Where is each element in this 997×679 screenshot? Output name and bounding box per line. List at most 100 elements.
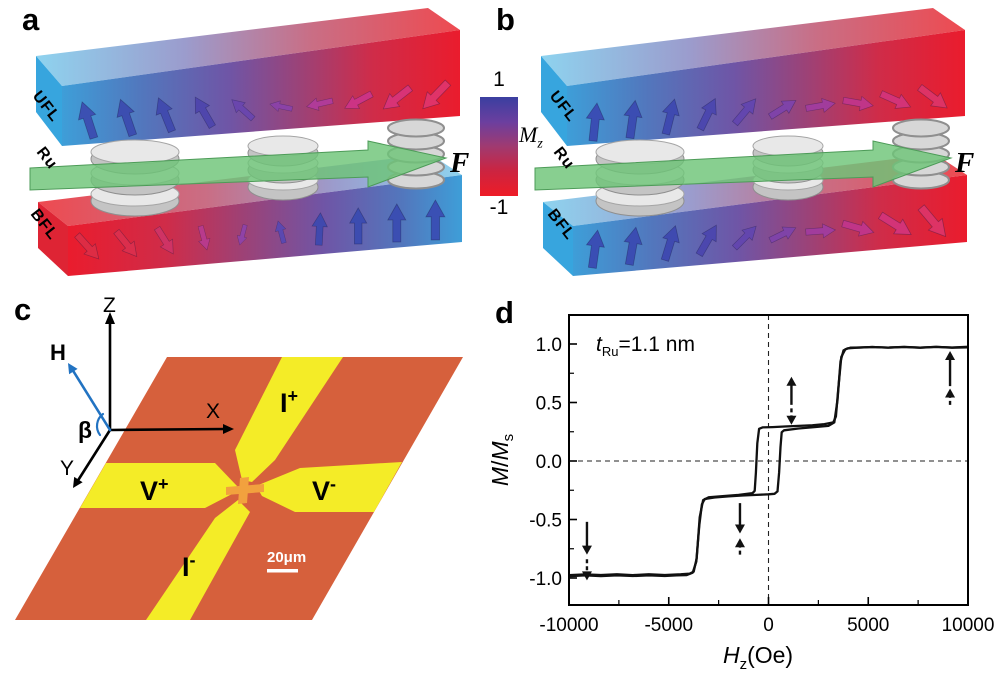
colorbar-max-tick: 1 (493, 68, 505, 91)
panel-b-schematic: UFL Ru BFL F (534, 8, 974, 276)
coil-ring (892, 118, 950, 138)
y-tick-label: 1.0 (536, 335, 562, 356)
dashed-up-state-arrow-head (734, 538, 745, 548)
magnetization-arrow (917, 84, 948, 109)
force-label: F (449, 147, 469, 179)
magnetization-arrow-shape (695, 224, 717, 258)
y-axis-label: Y (60, 457, 74, 480)
magnetization-arrow-shape (349, 207, 368, 245)
magnetization-arrow (344, 90, 374, 109)
magnetization-arrow (77, 101, 99, 140)
panel-a-schematic: UFL Ru BFL F (27, 8, 469, 276)
hysteresis-curves (568, 345, 969, 578)
electrode-v-minus (256, 462, 402, 512)
scale-bar-line (267, 569, 298, 573)
y-axis-title: M/Ms (487, 434, 517, 486)
hysteresis-branch-ascending (568, 345, 969, 578)
solid-down-state-arrow-head (734, 524, 745, 534)
bfl-side-face (38, 202, 68, 276)
magnetization-arrow (306, 97, 334, 111)
x-tick-label: 10000 (942, 615, 995, 636)
magnetization-arrow (425, 199, 446, 241)
ufl-slab (36, 8, 460, 146)
magnetization-arrow-shape (805, 223, 837, 239)
field-force-arrow (534, 140, 953, 191)
coordinate-axes (68, 312, 234, 488)
y-axis-arrowhead (73, 476, 83, 488)
panel-c-device: Z X Y H β I+ V+ V- I- 20μm (15, 294, 463, 620)
magnetization-arrow-shape (155, 97, 176, 134)
hall-cross (226, 477, 264, 504)
magnetization-arrow-shape (585, 229, 605, 269)
magnetization-arrow-shape (153, 225, 174, 255)
magnetization-arrow-shape (311, 212, 328, 246)
panel-label-d: d (495, 295, 514, 330)
magnetization-arrow-shape (116, 98, 138, 138)
ufl-side-face (541, 56, 567, 146)
magnetization-state-arrows (581, 351, 956, 581)
x-tick-label: -5000 (644, 615, 693, 636)
ufl-magnetization-arrows (77, 79, 452, 140)
magnetization-arrow-shape (841, 219, 875, 237)
electrode-i-minus (146, 500, 250, 620)
magnetization-arrow-shape (231, 99, 256, 122)
magnetization-arrow-shape (805, 98, 836, 113)
panel-label-a: a (22, 2, 40, 37)
v-minus-label: V- (312, 474, 336, 506)
axis-tick-labels: -10000 -5000 0 5000 10000 1.0 0.5 0.0 -0.5 -1.0 (529, 335, 994, 636)
x-tick-label: 5000 (847, 615, 889, 636)
x-axis-label: X (206, 400, 220, 423)
mz-colorbar: 1 -1 Mz (462, 68, 554, 235)
magnetization-arrow (696, 97, 717, 132)
magnetization-arrow-shape (74, 232, 100, 260)
magnetization-arrow-shape (113, 228, 138, 258)
magnetization-arrow (695, 224, 717, 258)
i-plus-label: I+ (280, 386, 298, 418)
magnetization-arrow-shape (269, 100, 293, 112)
z-axis-label: Z (103, 294, 116, 317)
magnetization-arrow (623, 226, 643, 266)
i-minus-label: I- (182, 550, 196, 582)
magnetization-arrow-shape (236, 224, 248, 246)
ufl-front-face (62, 30, 460, 146)
beta-angle-arc (95, 412, 105, 437)
magnetization-arrow-shape (696, 97, 717, 132)
magnetization-arrow (623, 99, 643, 140)
magnetization-arrow (155, 97, 176, 134)
solid-down-state-arrow-head (581, 545, 592, 555)
magnetization-arrow (731, 225, 757, 251)
electrode-v-plus (80, 463, 237, 508)
magnetization-arrow-shape (387, 203, 407, 243)
magnetization-arrow-shape (585, 102, 605, 142)
magnetization-arrow (660, 224, 680, 262)
magnetization-arrow-shape (767, 100, 797, 120)
bfl-magnetization-arrows (585, 204, 947, 269)
y-axis (75, 428, 112, 484)
x-axis (108, 427, 228, 432)
magnetization-arrow (349, 207, 368, 245)
magnetization-arrow (74, 232, 100, 260)
magnetization-arrow (585, 102, 605, 142)
x-tick-label: -10000 (539, 615, 598, 636)
magnetization-arrow (879, 90, 912, 109)
magnetization-arrow-shape (382, 84, 413, 110)
magnetization-arrow (269, 100, 293, 112)
magnetization-arrow (382, 84, 413, 110)
y-tick-label: -1.0 (529, 569, 562, 590)
magnetization-arrow-shape (731, 225, 757, 251)
ru-thickness-annotation: tRu=1.1 nm (596, 333, 695, 359)
magnetization-arrow (877, 211, 912, 235)
y-tick-label: 0.0 (536, 452, 562, 473)
magnetization-arrow-shape (660, 224, 680, 262)
magnetization-arrow-shape (422, 79, 452, 110)
magnetization-arrow-shape (623, 226, 643, 266)
magnetization-arrow (387, 203, 407, 243)
magnetization-arrow-shape (306, 97, 334, 111)
magnetization-arrow (311, 212, 328, 246)
electrode-arms (80, 357, 402, 620)
magnetization-arrow (661, 98, 680, 136)
magnetization-arrow (422, 79, 452, 110)
bfl-magnetization-arrows (74, 199, 446, 260)
magnetization-arrow-shape (768, 226, 797, 244)
